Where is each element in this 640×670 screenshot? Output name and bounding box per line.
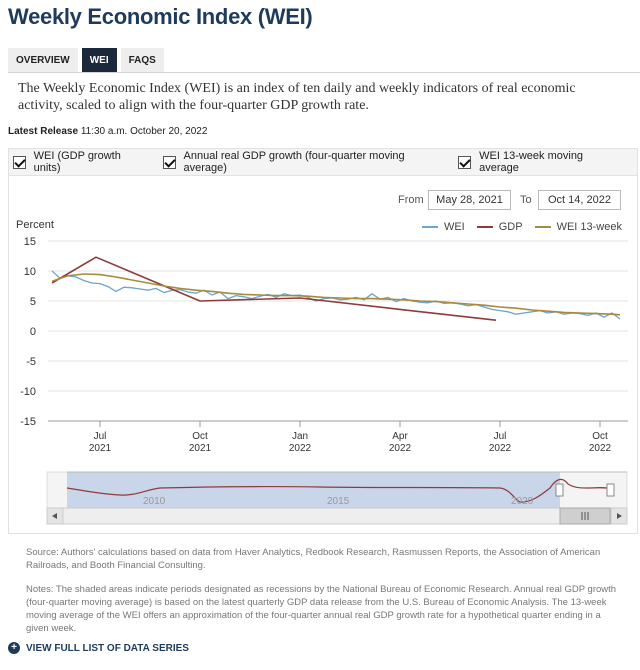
tab-divider	[8, 72, 640, 73]
view-full-list-link[interactable]: + VIEW FULL LIST OF DATA SERIES	[8, 642, 189, 654]
toggle-gdp-label: Annual real GDP growth (four-quarter mov…	[183, 150, 405, 174]
range-from-label: From	[398, 194, 424, 206]
chart-frame	[8, 176, 638, 534]
grip-icon	[581, 512, 589, 520]
series-toggle-bar: WEI (GDP growth units) Annual real GDP g…	[8, 148, 638, 176]
plus-icon: +	[8, 642, 20, 654]
legend-label-wei: WEI	[443, 221, 465, 233]
legend-item-gdp[interactable]: GDP	[476, 221, 523, 233]
chevron-left-icon	[52, 513, 57, 519]
navigator-year-2010: 2010	[143, 496, 166, 507]
legend-swatch-gdp	[476, 226, 493, 228]
range-from-input[interactable]: May 28, 2021	[428, 190, 511, 210]
notes-text: Notes: The shaded areas indicate periods…	[26, 584, 617, 634]
chevron-right-icon	[617, 513, 622, 519]
view-full-list-label: VIEW FULL LIST OF DATA SERIES	[26, 642, 189, 654]
page-title: Weekly Economic Index (WEI)	[8, 4, 313, 29]
toggle-wei-label: WEI (GDP growth units)	[33, 150, 121, 174]
ma13-checkbox[interactable]	[458, 155, 472, 169]
range-navigator[interactable]: 2010 2015 2020	[0, 470, 640, 530]
intro-text: The Weekly Economic Index (WEI) is an in…	[18, 81, 576, 113]
navigator-shaded-range	[67, 472, 560, 508]
legend-swatch-wei	[421, 226, 438, 228]
legend-label-ma13: WEI 13-week	[556, 221, 622, 233]
navigator-year-2020: 2020	[511, 496, 534, 507]
toggle-ma13-label: WEI 13-week moving average	[479, 150, 584, 174]
legend-swatch-ma13	[534, 226, 551, 228]
legend-item-wei[interactable]: WEI	[421, 221, 465, 233]
tab-overview[interactable]: OVERVIEW	[8, 48, 78, 72]
source-text: Source: Authors' calculations based on d…	[26, 547, 601, 571]
latest-release-value: 11:30 a.m. October 20, 2022	[80, 126, 208, 137]
toggle-wei[interactable]: WEI (GDP growth units)	[13, 150, 147, 174]
navigator-handle-right[interactable]	[606, 483, 615, 497]
chart-legend: WEI GDP WEI 13-week	[410, 221, 622, 233]
latest-release-label: Latest Release	[8, 126, 79, 137]
tab-wei[interactable]: WEI	[81, 48, 117, 72]
wei-checkbox[interactable]	[13, 155, 26, 169]
range-to-label: To	[520, 194, 532, 206]
tab-faqs[interactable]: FAQS	[120, 48, 164, 72]
toggle-ma13[interactable]: WEI 13-week moving average	[458, 150, 621, 174]
tab-bar: OVERVIEW WEI FAQS	[8, 48, 164, 72]
navigator-scrollbar[interactable]	[46, 507, 628, 525]
latest-release: Latest Release 11:30 a.m. October 20, 20…	[8, 126, 207, 137]
navigator-series-line	[66, 478, 613, 503]
legend-label-gdp: GDP	[498, 221, 523, 233]
range-to-input[interactable]: Oct 14, 2022	[538, 190, 621, 210]
navigator-handle-left[interactable]	[555, 483, 564, 497]
gdp-checkbox[interactable]	[162, 155, 176, 169]
toggle-gdp[interactable]: Annual real GDP growth (four-quarter mov…	[162, 150, 443, 174]
legend-item-ma13[interactable]: WEI 13-week	[534, 221, 622, 233]
navigator-year-2015: 2015	[327, 496, 350, 507]
